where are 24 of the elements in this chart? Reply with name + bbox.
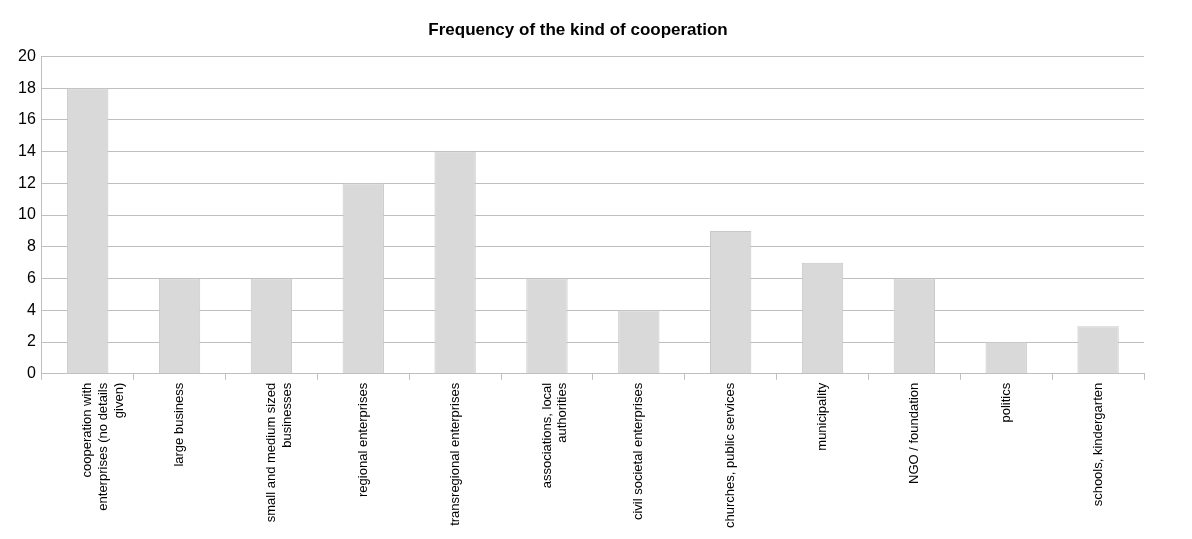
x-tick-label: cooperation with enterprises (no details given) (79, 382, 126, 511)
y-tick-label: 16 (18, 110, 36, 128)
x-tick-label: politics (997, 382, 1013, 423)
x-tick-label: churches, public services (722, 382, 738, 529)
x-tick-label: regional enterprises (354, 382, 370, 497)
x-tick-label: associations, local authorities (538, 382, 570, 489)
y-tick-label: 10 (18, 205, 36, 223)
y-tick-label: 14 (18, 142, 36, 160)
x-tick-label: large business (171, 382, 187, 467)
y-tick-label: 8 (26, 237, 36, 255)
y-tick-label: 6 (26, 268, 36, 286)
y-tick-label: 4 (26, 300, 36, 318)
y-tick-label: 18 (18, 78, 36, 96)
x-tick-label: civil societal enterprises (630, 382, 646, 521)
y-tick-label: 12 (18, 173, 36, 191)
y-tick-label: 20 (18, 46, 36, 64)
y-tick-label: 2 (26, 332, 36, 350)
chart-title: Frequency of the kind of cooperation (428, 19, 728, 39)
x-tick-label: small and medium sized businesses (263, 382, 294, 523)
y-tick-label: 0 (26, 364, 36, 382)
x-tick-label: NGO / foundation (905, 382, 921, 484)
x-tick-label: transregional enterprises (446, 382, 462, 526)
x-tick-label: municipality (814, 382, 830, 451)
x-tick-label: schools, kindergarten (1089, 382, 1105, 507)
